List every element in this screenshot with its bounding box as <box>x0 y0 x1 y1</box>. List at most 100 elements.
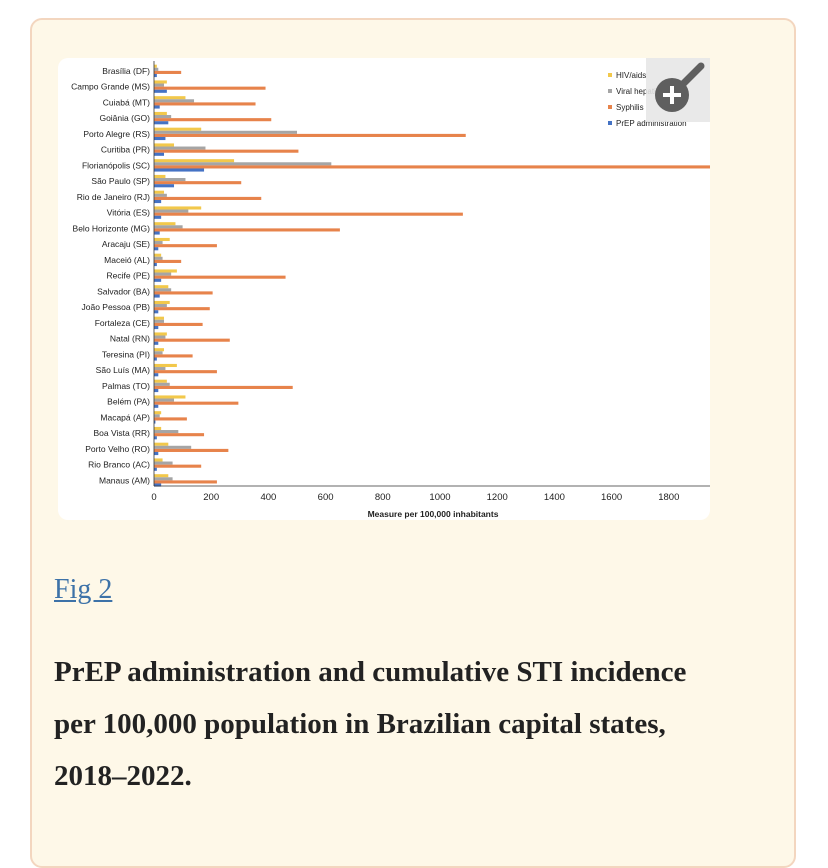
bar-syphilis <box>154 228 340 232</box>
bar-hepatitis <box>154 99 195 103</box>
category-label: Vitória (ES) <box>107 208 150 218</box>
category-label: Porto Alegre (RS) <box>83 129 150 139</box>
bar-hepatitis <box>154 272 172 276</box>
bar-prep <box>154 341 159 345</box>
x-tick-label: 1800 <box>658 492 679 503</box>
bar-hiv <box>154 127 202 131</box>
bar-syphilis <box>154 338 230 342</box>
bar-hepatitis <box>154 178 186 182</box>
bar-hepatitis <box>154 146 206 150</box>
bar-hiv <box>154 426 162 431</box>
bar-hiv <box>154 285 169 289</box>
bar-prep <box>154 262 157 267</box>
bar-hiv <box>154 395 186 399</box>
bar-hiv <box>154 348 165 352</box>
bar-syphilis <box>154 464 202 468</box>
bar-syphilis <box>154 370 217 374</box>
bar-hepatitis <box>154 351 163 355</box>
bar-hepatitis <box>154 382 170 386</box>
bar-hepatitis <box>154 256 163 260</box>
x-tick-label: 1600 <box>601 492 622 503</box>
bar-syphilis <box>154 86 266 90</box>
bar-syphilis <box>154 244 217 248</box>
bar-syphilis <box>154 291 213 295</box>
figure-caption: PrEP administration and cumulative STI i… <box>54 656 687 792</box>
category-label: Belém (PA) <box>107 397 150 407</box>
bar-hiv <box>154 253 162 257</box>
bar-prep <box>154 136 166 141</box>
bar-hiv <box>154 80 167 84</box>
figure-image[interactable]: Brasília (DF) Campo Grande (MS) Cuiabá (MT… <box>58 58 710 520</box>
bar-prep <box>154 467 157 471</box>
bar-prep <box>154 325 159 330</box>
bar-hepatitis <box>154 83 165 87</box>
category-label: São Paulo (SP) <box>91 176 150 186</box>
x-tick-label: 1200 <box>487 492 508 503</box>
bar-prep <box>154 388 159 393</box>
category-label: Goiânia (GO) <box>99 113 150 123</box>
legend-swatch <box>608 89 612 93</box>
bar-syphilis <box>154 385 293 389</box>
bar-hiv <box>154 332 167 336</box>
x-tick-label: 1400 <box>544 492 565 503</box>
figure-link[interactable]: Fig 2 <box>54 574 113 605</box>
bar-syphilis <box>154 480 217 484</box>
bar-hepatitis <box>154 193 167 197</box>
bar-prep <box>154 73 157 78</box>
x-tick-label: 200 <box>203 492 219 503</box>
bar-syphilis <box>154 165 710 169</box>
category-label: Campo Grande (MS) <box>71 82 150 92</box>
x-tick-label: 1000 <box>429 492 450 503</box>
legend-swatch <box>608 121 612 125</box>
bar-prep <box>154 404 159 408</box>
bar-hiv <box>154 458 163 462</box>
legend-entry: PrEP administration <box>616 119 687 128</box>
bar-syphilis <box>154 212 463 216</box>
bar-hepatitis <box>154 304 167 308</box>
bar-hiv <box>154 237 170 242</box>
bar-hiv <box>154 222 176 226</box>
bar-prep <box>154 184 175 188</box>
bar-hiv <box>154 442 169 446</box>
bar-hepatitis <box>154 209 189 213</box>
bar-prep <box>154 152 165 156</box>
legend-entry: HIV/aids <box>616 71 646 80</box>
category-label: Boa Vista (RR) <box>93 428 150 438</box>
category-label: Cuiabá (MT) <box>103 97 150 107</box>
bar-hiv <box>154 174 166 179</box>
bar-syphilis <box>154 307 210 311</box>
bar-hepatitis <box>154 414 160 418</box>
bar-hiv <box>154 316 165 320</box>
legend-swatch <box>608 105 612 109</box>
bar-hiv <box>154 269 177 273</box>
x-tick-label: 600 <box>318 492 334 503</box>
bar-prep <box>154 451 159 456</box>
bar-hepatitis <box>154 319 165 323</box>
bar-hiv <box>154 363 177 368</box>
bar-syphilis <box>154 275 286 279</box>
bar-syphilis <box>154 433 205 437</box>
category-label: Fortaleza (CE) <box>95 318 150 328</box>
zoom-in-icon <box>655 62 705 112</box>
bar-hiv <box>154 379 167 383</box>
bar-prep <box>154 199 162 204</box>
legend-entry: Viral hepatitis <box>616 87 664 96</box>
bar-hepatitis <box>154 477 173 481</box>
legend-swatch <box>608 73 612 77</box>
category-label: Belo Horizonte (MG) <box>73 223 151 233</box>
bar-syphilis <box>154 417 187 421</box>
bar-hepatitis <box>154 241 163 245</box>
category-label: Brasília (DF) <box>102 66 150 76</box>
zoom-button[interactable] <box>646 58 710 122</box>
bar-syphilis <box>154 133 466 137</box>
x-tick-label: 0 <box>151 492 156 503</box>
bar-hepatitis <box>154 445 192 449</box>
bar-prep <box>154 121 169 125</box>
category-label: Porto Velho (RO) <box>85 444 150 454</box>
bar-prep <box>154 231 160 235</box>
bar-hepatitis <box>154 115 172 119</box>
bar-prep <box>154 420 156 424</box>
bar-hepatitis <box>154 335 166 339</box>
bar-prep <box>154 215 162 219</box>
bar-syphilis <box>154 196 262 200</box>
